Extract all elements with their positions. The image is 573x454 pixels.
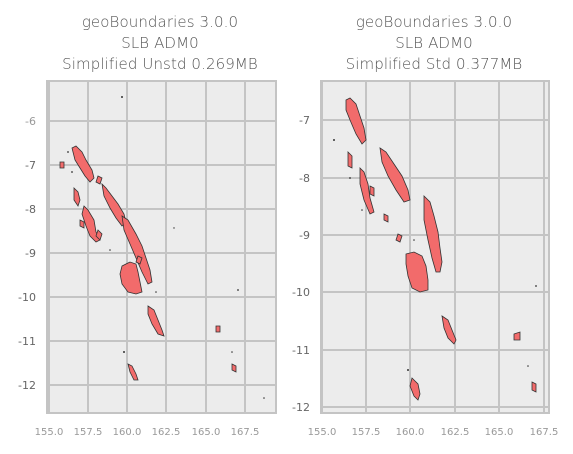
panel-title: geoBoundaries 3.0.0 SLB ADM0 Simplified … xyxy=(304,12,564,75)
left-islands xyxy=(59,145,237,381)
y-tick: -9 xyxy=(25,247,36,260)
y-tick: -10 xyxy=(292,286,310,299)
left-islets xyxy=(67,96,265,399)
x-tick: 157.5 xyxy=(351,427,381,438)
panel-title: geoBoundaries 3.0.0 SLB ADM0 Simplified … xyxy=(30,12,290,75)
y-tick: -8 xyxy=(299,172,310,185)
right-islets xyxy=(333,139,537,371)
x-tick: 160.0 xyxy=(112,427,142,438)
title-line-3: Simplified Unstd 0.269MB xyxy=(62,55,258,73)
y-tick: -8 xyxy=(25,203,36,216)
y-tick: -11 xyxy=(18,335,36,348)
y-tick: -7 xyxy=(299,114,310,127)
title-line-2: SLB ADM0 xyxy=(121,34,199,52)
map-plot-area-unstd xyxy=(46,80,277,414)
x-tick: 162.5 xyxy=(440,427,470,438)
x-tick: 167.5 xyxy=(230,427,260,438)
y-tick: -6 xyxy=(25,115,36,128)
y-tick: -10 xyxy=(18,291,36,304)
x-tick: 165.0 xyxy=(484,427,514,438)
title-line-1: geoBoundaries 3.0.0 xyxy=(81,13,239,31)
x-tick: 155.0 xyxy=(34,427,64,438)
x-tick: 162.5 xyxy=(151,427,181,438)
x-tick: 157.5 xyxy=(73,427,103,438)
right-islands xyxy=(345,97,537,401)
x-tick: 167.5 xyxy=(529,427,559,438)
title-line-3: Simplified Std 0.377MB xyxy=(345,55,523,73)
x-tick: 160.0 xyxy=(395,427,425,438)
y-tick: -9 xyxy=(299,229,310,242)
y-tick: -12 xyxy=(18,379,36,392)
y-tick: -11 xyxy=(292,344,310,357)
y-tick: -12 xyxy=(292,401,310,414)
left-gridlines xyxy=(48,82,275,412)
x-tick: 165.0 xyxy=(191,427,221,438)
y-tick: -7 xyxy=(25,159,36,172)
title-line-1: geoBoundaries 3.0.0 xyxy=(355,13,513,31)
title-line-2: SLB ADM0 xyxy=(395,34,473,52)
x-tick: 155.0 xyxy=(307,427,337,438)
